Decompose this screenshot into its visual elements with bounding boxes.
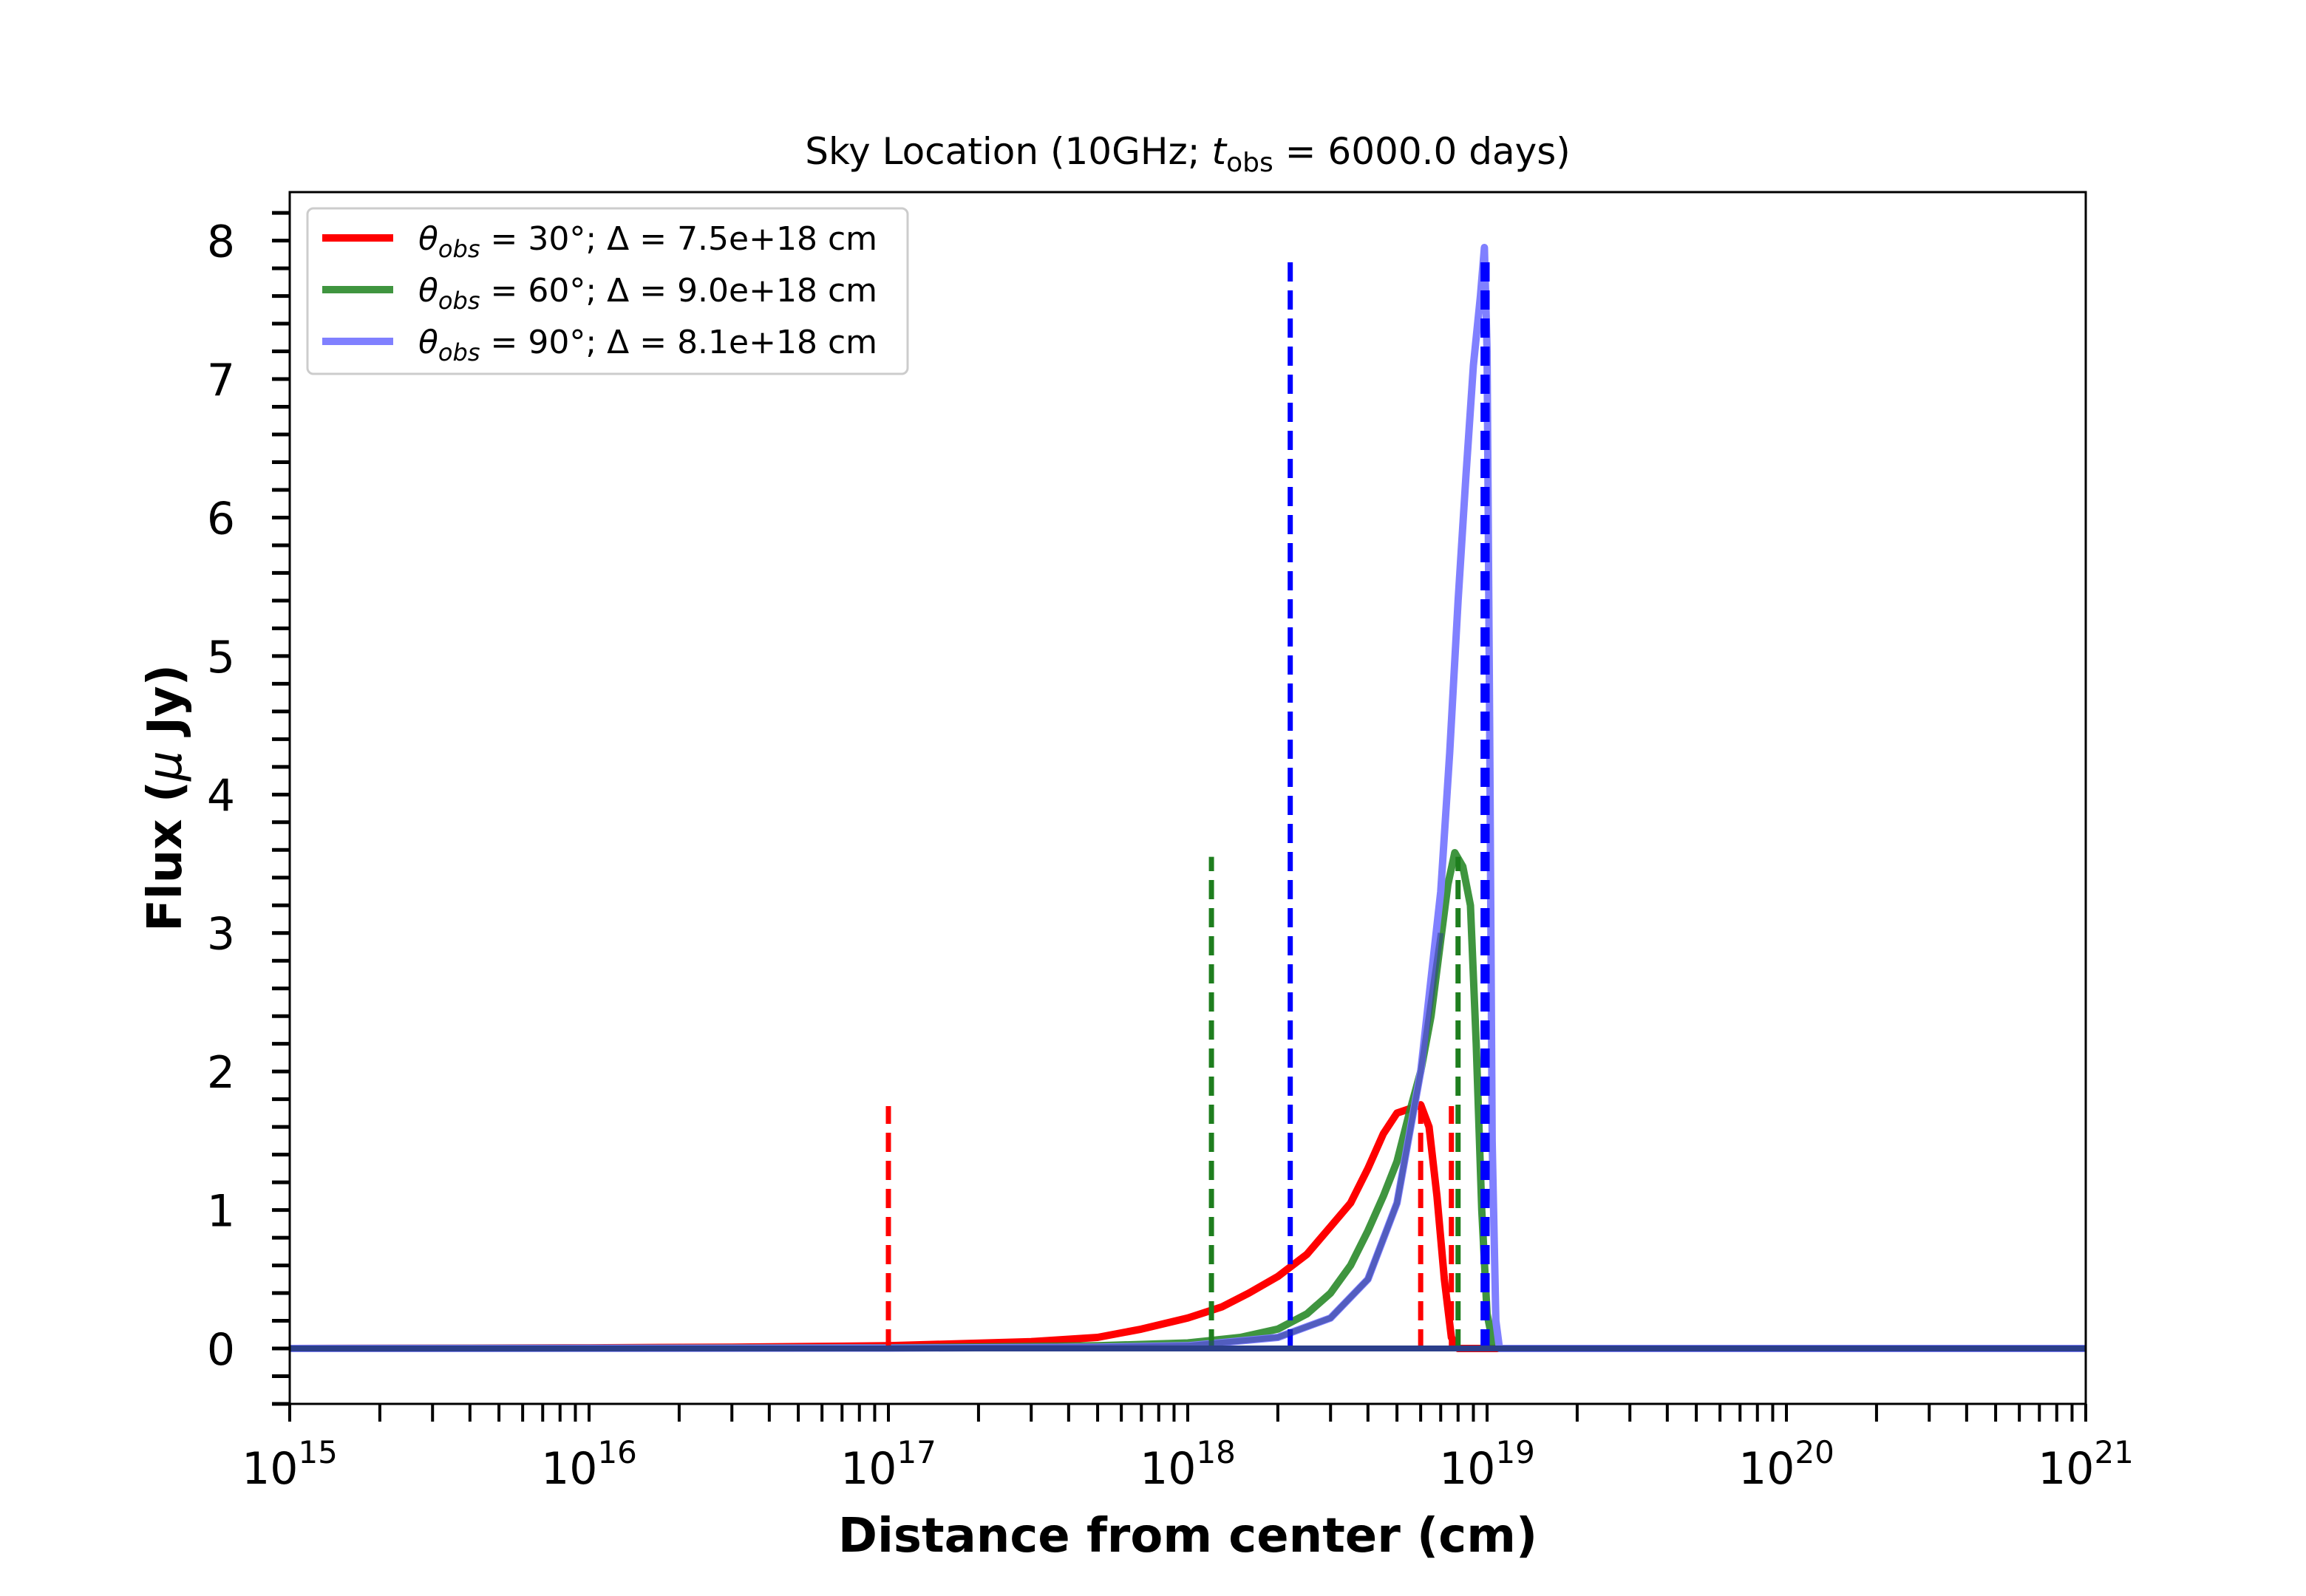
series-line xyxy=(290,244,2086,1352)
x-tick-base: 10 xyxy=(541,1443,597,1495)
x-tick-label: 1018 xyxy=(1140,1434,1236,1495)
x-tick-base: 10 xyxy=(1140,1443,1196,1495)
legend-subscript: obs xyxy=(438,235,480,263)
x-tick-exponent: 20 xyxy=(1795,1434,1834,1470)
plot-area xyxy=(290,244,2086,1352)
plot-lines xyxy=(290,244,2086,1352)
legend-theta: θ xyxy=(418,324,438,361)
x-tick-label: 1017 xyxy=(840,1434,936,1495)
x-tick-base: 10 xyxy=(2038,1443,2094,1495)
legend-box xyxy=(306,207,909,375)
legend-value: = 90°; Δ = 8.1e+18 cm xyxy=(480,324,877,361)
x-axis-label: Distance from center (cm) xyxy=(838,1509,1537,1563)
overlap-curve xyxy=(888,932,1444,1351)
chart-title: Sky Location (10GHz; tobs = 6000.0 days) xyxy=(805,130,1571,178)
x-tick-exponent: 17 xyxy=(897,1434,936,1470)
y-tick-label: 4 xyxy=(207,770,235,822)
legend-value: = 60°; Δ = 9.0e+18 cm xyxy=(480,272,877,310)
plot-frame xyxy=(288,191,2087,1405)
legend-label: θobs = 90°; Δ = 8.1e+18 cm xyxy=(418,324,877,366)
x-tick-base: 10 xyxy=(1439,1443,1495,1495)
y-tick-label: 5 xyxy=(207,632,235,683)
ylabel-suffix: Jy) xyxy=(138,664,193,751)
y-tick-label: 8 xyxy=(207,216,235,268)
y-minor-ticks xyxy=(272,211,290,1406)
x-tick-label: 1019 xyxy=(1439,1434,1535,1495)
legend-label: θobs = 30°; Δ = 7.5e+18 cm xyxy=(418,220,877,263)
x-tick-exponent: 15 xyxy=(298,1434,337,1470)
legend-value: = 30°; Δ = 7.5e+18 cm xyxy=(480,220,877,258)
x-tick-exponent: 21 xyxy=(2094,1434,2133,1470)
x-tick-base: 10 xyxy=(1738,1443,1795,1495)
legend-subscript: obs xyxy=(438,338,480,366)
series-line xyxy=(290,1101,2086,1352)
legend-theta: θ xyxy=(418,220,438,258)
title-prefix: Sky Location (10GHz; xyxy=(805,130,1211,173)
x-tick-exponent: 16 xyxy=(597,1434,636,1470)
x-tick-exponent: 19 xyxy=(1495,1434,1534,1470)
y-tick-label: 3 xyxy=(207,909,235,961)
x-tick-base: 10 xyxy=(242,1443,298,1495)
ylabel-mu: μ xyxy=(138,751,193,782)
title-t: t xyxy=(1211,130,1228,173)
legend-subscript: obs xyxy=(438,287,480,315)
y-tick-label: 2 xyxy=(207,1047,235,1099)
legend-label: θobs = 60°; Δ = 9.0e+18 cm xyxy=(418,272,877,315)
x-tick-label: 1020 xyxy=(1738,1434,1834,1495)
title-suffix: = 6000.0 days) xyxy=(1273,130,1571,173)
y-axis-label: Flux (μ Jy) xyxy=(138,664,193,932)
x-tick-label: 1015 xyxy=(242,1434,338,1495)
x-tick-exponent: 18 xyxy=(1196,1434,1235,1470)
x-tick-label: 1021 xyxy=(2038,1434,2134,1495)
y-tick-label: 1 xyxy=(207,1186,235,1238)
y-tick-label: 0 xyxy=(207,1324,235,1376)
x-minor-ticks xyxy=(378,1404,2074,1422)
series-line xyxy=(290,849,2086,1352)
x-axis-ticks: 1015 1016 1017 1018 1019 1020 1021 xyxy=(242,1404,2134,1495)
x-tick-label: 1016 xyxy=(541,1434,637,1495)
legend-theta: θ xyxy=(418,272,438,310)
x-tick-base: 10 xyxy=(840,1443,897,1495)
ylabel-prefix: Flux ( xyxy=(138,781,193,932)
y-tick-label: 6 xyxy=(207,493,235,545)
y-tick-label: 7 xyxy=(207,355,235,406)
title-subscript: obs xyxy=(1226,148,1273,178)
